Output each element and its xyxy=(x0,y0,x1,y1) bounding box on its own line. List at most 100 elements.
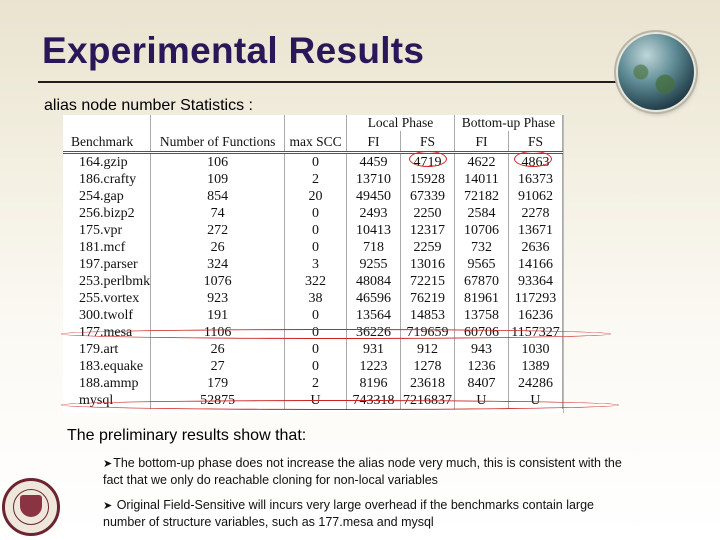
table-cell: 109 xyxy=(150,171,286,188)
table-cell: 46596 xyxy=(346,290,401,307)
table-cell: 912 xyxy=(400,341,455,358)
table-cell: 91062 xyxy=(508,188,564,205)
header-spacer xyxy=(63,115,152,131)
table-cell: 2 xyxy=(284,171,348,188)
bottom-up-phase-header: Bottom-up Phase xyxy=(454,115,564,131)
globe-icon xyxy=(618,34,694,110)
highlight-circle xyxy=(409,151,447,167)
bullet-text: The bottom-up phase does not increase th… xyxy=(103,456,622,487)
table-cell: 27 xyxy=(150,358,286,375)
table-cell: 38 xyxy=(284,290,348,307)
benchmark-name-cell: 181.mcf xyxy=(63,239,152,256)
table-cell: 49450 xyxy=(346,188,401,205)
table-cell: 24286 xyxy=(508,375,564,392)
table-cell: 732 xyxy=(454,239,509,256)
table-cell: 3 xyxy=(284,256,348,273)
benchmark-name-cell: 164.gzip xyxy=(63,152,152,171)
table-cell: 2259 xyxy=(400,239,455,256)
table-cell: 1389 xyxy=(508,358,564,375)
table-cell: 931 xyxy=(346,341,401,358)
table-cell: 72215 xyxy=(400,273,455,290)
table-cell: 2636 xyxy=(508,239,564,256)
table-cell: 26 xyxy=(150,341,286,358)
table-row: 186.crafty 109 2 13710 15928 14011 16373 xyxy=(63,171,564,188)
table-cell: 106 xyxy=(150,152,286,171)
benchmark-name-cell: 197.parser xyxy=(63,256,152,273)
table-cell: 23618 xyxy=(400,375,455,392)
table-cell: 2584 xyxy=(454,205,509,222)
header-spacer xyxy=(150,115,286,131)
table-cell: 15928 xyxy=(400,171,455,188)
table-cell: 2 xyxy=(284,375,348,392)
table-cell: 0 xyxy=(284,222,348,239)
column-header: FI xyxy=(454,131,509,154)
table-cell: 0 xyxy=(284,205,348,222)
benchmark-name-cell: 186.crafty xyxy=(63,171,152,188)
table-cell: 854 xyxy=(150,188,286,205)
bullet-text: Original Field-Sensitive will incurs ver… xyxy=(103,498,594,529)
table-cell: 67870 xyxy=(454,273,509,290)
table-row: 255.vortex 923 38 46596 76219 81961 117293 xyxy=(63,290,564,307)
table-cell: 2493 xyxy=(346,205,401,222)
table-row: 253.perlbmk 1076 322 48084 72215 67870 93364 xyxy=(63,273,564,290)
column-header: Number of Functions xyxy=(150,131,286,154)
table-caption: alias node number Statistics : xyxy=(44,97,253,114)
benchmark-name-cell: 179.art xyxy=(63,341,152,358)
table-row: 183.equake 27 0 1223 1278 1236 1389 xyxy=(63,358,564,375)
benchmark-name-cell: 253.perlbmk xyxy=(63,273,152,290)
header-spacer xyxy=(284,115,348,131)
column-header: FS xyxy=(400,131,455,154)
benchmark-name-cell: 183.equake xyxy=(63,358,152,375)
table-cell: 322 xyxy=(284,273,348,290)
table-cell: 16373 xyxy=(508,171,564,188)
table-cell: 0 xyxy=(284,239,348,256)
highlight-circle xyxy=(514,151,552,167)
table-cell: 20 xyxy=(284,188,348,205)
statistics-table-container: Local Phase Bottom-up Phase Benchmark Num… xyxy=(63,115,564,413)
table-cell: 718 xyxy=(346,239,401,256)
table-cell: 4459 xyxy=(346,152,401,171)
table-row: 179.art 26 0 931 912 943 1030 xyxy=(63,341,564,358)
table-cell: 0 xyxy=(284,358,348,375)
column-header: FI xyxy=(346,131,401,154)
table-cell: 272 xyxy=(150,222,286,239)
benchmark-name-cell: 256.bizp2 xyxy=(63,205,152,222)
table-cell: 4622 xyxy=(454,152,509,171)
table-cell: 67339 xyxy=(400,188,455,205)
strikethrough-mark xyxy=(61,400,619,410)
table-cell: 16236 xyxy=(508,307,564,324)
table-cell: 1076 xyxy=(150,273,286,290)
table-cell: 10413 xyxy=(346,222,401,239)
table-cell: 923 xyxy=(150,290,286,307)
title-divider xyxy=(38,81,618,83)
table-cell: 9255 xyxy=(346,256,401,273)
table-cell: 0 xyxy=(284,152,348,171)
arrow-bullet-icon: ➤ xyxy=(103,499,113,512)
table-cell: 74 xyxy=(150,205,286,222)
table-cell: 179 xyxy=(150,375,286,392)
table-cell: 14166 xyxy=(508,256,564,273)
table-cell: 1236 xyxy=(454,358,509,375)
slide-title: Experimental Results xyxy=(42,30,425,71)
table-cell: 1278 xyxy=(400,358,455,375)
strikethrough-mark xyxy=(61,329,611,339)
table-cell: 72182 xyxy=(454,188,509,205)
benchmark-name-cell: 300.twolf xyxy=(63,307,152,324)
results-intro: The preliminary results show that: xyxy=(67,427,307,444)
local-phase-header: Local Phase xyxy=(346,115,455,131)
table-cell: 2250 xyxy=(400,205,455,222)
table-cell: 13758 xyxy=(454,307,509,324)
table-cell: 10706 xyxy=(454,222,509,239)
table-cell: 13564 xyxy=(346,307,401,324)
table-row: 254.gap 854 20 49450 67339 72182 91062 xyxy=(63,188,564,205)
table-cell: 76219 xyxy=(400,290,455,307)
table-cell: 26 xyxy=(150,239,286,256)
table-cell: 13671 xyxy=(508,222,564,239)
table-cell: 14011 xyxy=(454,171,509,188)
table-cell: 81961 xyxy=(454,290,509,307)
bullet-item: ➤ Original Field-Sensitive will incurs v… xyxy=(103,497,623,530)
bullet-item: ➤The bottom-up phase does not increase t… xyxy=(103,455,623,488)
table-cell: 9565 xyxy=(454,256,509,273)
table-row: 181.mcf 26 0 718 2259 732 2636 xyxy=(63,239,564,256)
table-cell: 8407 xyxy=(454,375,509,392)
